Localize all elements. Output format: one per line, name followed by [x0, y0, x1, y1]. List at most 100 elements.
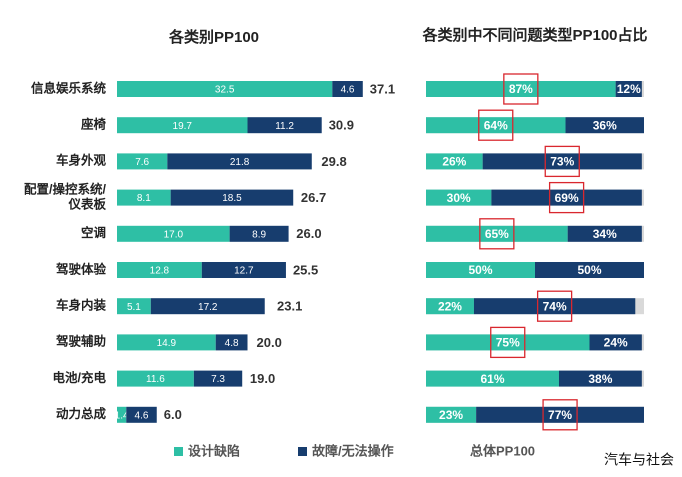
bar-value-label: 12.8	[150, 266, 170, 277]
bar-value-label: 75%	[496, 336, 520, 350]
bar-segment	[426, 189, 492, 206]
bar-value-label: 32.5	[215, 85, 235, 96]
bar-segment	[167, 153, 312, 170]
total-label: 23.1	[277, 299, 302, 314]
bar-value-label: 26%	[442, 155, 466, 169]
highlight-box	[490, 326, 526, 359]
bar-segment	[535, 262, 644, 278]
bar-value-label: 17.0	[164, 229, 184, 240]
bar-value-label: 5.1	[127, 302, 141, 313]
total-label: 29.8	[321, 154, 346, 169]
bar-value-label: 7.3	[211, 374, 225, 385]
bar-segment	[426, 406, 477, 423]
bar-value-label: 18.5	[222, 193, 242, 204]
highlight-box	[536, 290, 573, 322]
bar-segment	[117, 225, 230, 242]
bar-value-label: 12%	[617, 82, 641, 96]
bar-segment	[426, 370, 559, 387]
bar-value-label: 4.6	[135, 410, 149, 421]
bar-segment	[247, 117, 322, 134]
bar-value-label: 22%	[438, 299, 462, 313]
bar-segment	[473, 298, 636, 315]
bar-value-label: 36%	[593, 118, 617, 132]
bar-segment	[117, 298, 151, 315]
bar-value-label: 4.6	[341, 85, 355, 96]
bar-segment	[426, 117, 566, 134]
bar-segment	[491, 189, 642, 206]
category-label: 车身内装	[56, 297, 107, 312]
bar-segment	[426, 153, 483, 170]
bar-value-label: 14.9	[157, 338, 177, 349]
bar-value-label: 73%	[550, 155, 574, 169]
bar-segment	[117, 81, 333, 97]
highlight-box	[503, 73, 539, 105]
watermark: 汽车与社会	[604, 452, 674, 468]
category-label: 座椅	[80, 116, 107, 131]
bar-segment	[117, 153, 168, 170]
bar-segment	[482, 153, 642, 170]
bar-segment	[229, 225, 289, 242]
total-label: 26.0	[296, 226, 321, 241]
total-label: 25.5	[293, 262, 318, 277]
bar-value-label: 8.9	[252, 229, 266, 240]
category-label: 驾驶体验	[56, 261, 107, 276]
bar-value-label: 38%	[588, 372, 612, 386]
highlight-box	[478, 109, 514, 141]
legend-label: 设计缺陷	[188, 443, 240, 458]
bar-value-label: 8.1	[137, 193, 151, 204]
left-title: 各类别PP100	[168, 28, 259, 46]
bar-segment	[615, 81, 642, 97]
bar-value-label: 21.8	[230, 157, 250, 168]
bar-segment	[193, 370, 243, 387]
bar-value-label: 65%	[485, 227, 509, 241]
bar-segment	[126, 406, 157, 423]
category-label: 信息娱乐系统	[31, 80, 107, 95]
bar-value-label: 34%	[593, 227, 617, 241]
bar-value-label: 7.6	[135, 157, 149, 168]
total-label: 30.9	[329, 118, 354, 133]
bar-value-label: 11.2	[275, 121, 294, 132]
bar-value-label: 24%	[604, 336, 628, 350]
bar-segment	[426, 334, 590, 351]
bar-value-label: 4.8	[225, 338, 239, 349]
category-label: 电池/充电	[53, 370, 107, 385]
highlight-box	[548, 181, 585, 214]
bar-value-label: 17.2	[198, 302, 218, 313]
bar-segment	[117, 334, 216, 351]
legend-label: 总体PP100	[470, 443, 535, 458]
bar-segment	[117, 189, 171, 206]
total-label: 37.1	[370, 81, 395, 96]
bar-value-label: 64%	[484, 118, 508, 132]
bar-value-label: 61%	[480, 372, 504, 386]
bar-segment	[426, 298, 474, 315]
bar-segment	[117, 262, 202, 278]
category-label: 配置/操控系统/仪表板	[24, 182, 106, 212]
highlight-box	[479, 218, 515, 250]
bar-value-label: 77%	[548, 408, 572, 422]
bar-segment	[201, 262, 286, 278]
bar-value-label: 23%	[439, 408, 463, 422]
bar-segment	[117, 406, 127, 423]
category-label: 空调	[81, 225, 106, 240]
bar-segment	[567, 225, 642, 242]
bar-value-label: 74%	[543, 299, 567, 313]
bar-segment	[117, 370, 194, 387]
bar-segment	[589, 334, 642, 351]
bar-segment	[426, 81, 616, 97]
bar-segment	[426, 262, 535, 278]
bar-segment	[565, 117, 644, 134]
bar-value-label: 19.7	[173, 121, 193, 132]
bar-value-label: 87%	[509, 82, 533, 96]
bar-segment	[215, 334, 248, 351]
bar-value-label: 50%	[577, 263, 601, 277]
legend-swatch	[174, 447, 183, 456]
bar-value-label: 11.6	[146, 374, 165, 385]
bar-segment	[170, 189, 294, 206]
bar-segment	[332, 81, 363, 97]
bar-segment	[426, 225, 568, 242]
category-label-line: 配置/操控系统/	[24, 182, 106, 197]
bar-segment	[476, 406, 644, 423]
legend-label: 故障/无法操作	[312, 443, 394, 458]
bar-segment	[558, 370, 642, 387]
